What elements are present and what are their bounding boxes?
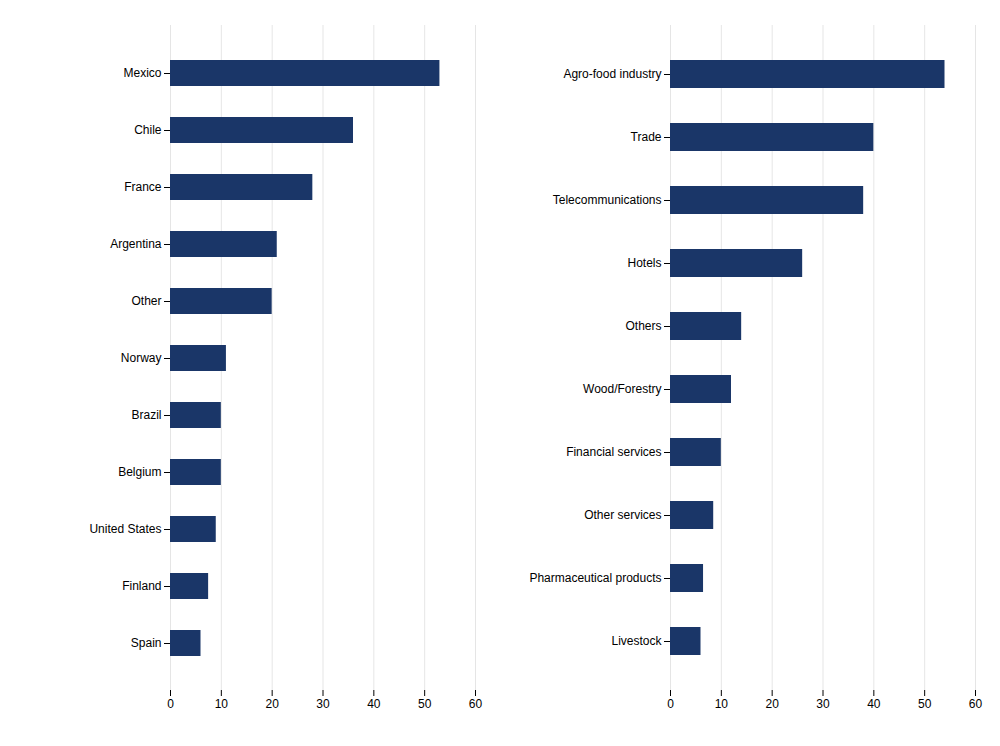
svg-text:Norway: Norway (121, 351, 162, 365)
svg-text:Hotels: Hotels (627, 256, 661, 270)
svg-text:Mexico: Mexico (123, 66, 161, 80)
svg-text:Trade: Trade (631, 130, 662, 144)
svg-text:0: 0 (667, 697, 674, 711)
svg-text:United States: United States (89, 522, 161, 536)
svg-text:0: 0 (167, 697, 174, 711)
svg-text:Finland: Finland (122, 579, 161, 593)
svg-text:30: 30 (316, 697, 330, 711)
svg-text:Livestock: Livestock (611, 634, 662, 648)
svg-text:France: France (124, 180, 162, 194)
svg-text:Belgium: Belgium (118, 465, 161, 479)
svg-text:Argentina: Argentina (110, 237, 162, 251)
svg-text:50: 50 (918, 697, 932, 711)
svg-text:Financial services: Financial services (566, 445, 661, 459)
svg-text:10: 10 (215, 697, 229, 711)
svg-text:30: 30 (816, 697, 830, 711)
svg-text:Wood/Forestry: Wood/Forestry (583, 382, 661, 396)
svg-text:20: 20 (765, 697, 779, 711)
svg-text:60: 60 (969, 697, 983, 711)
svg-text:20: 20 (265, 697, 279, 711)
svg-text:40: 40 (867, 697, 881, 711)
svg-text:Brazil: Brazil (131, 408, 161, 422)
svg-text:Agro-food industry: Agro-food industry (563, 67, 661, 81)
svg-text:Telecommunications: Telecommunications (553, 193, 662, 207)
svg-text:60: 60 (469, 697, 483, 711)
svg-text:Pharmaceutical products: Pharmaceutical products (529, 571, 661, 585)
svg-text:Other services: Other services (584, 508, 661, 522)
svg-text:Spain: Spain (131, 636, 162, 650)
svg-text:10: 10 (715, 697, 729, 711)
svg-text:50: 50 (418, 697, 432, 711)
svg-text:Other: Other (131, 294, 161, 308)
svg-text:Others: Others (625, 319, 661, 333)
svg-text:Chile: Chile (134, 123, 162, 137)
svg-text:40: 40 (367, 697, 381, 711)
